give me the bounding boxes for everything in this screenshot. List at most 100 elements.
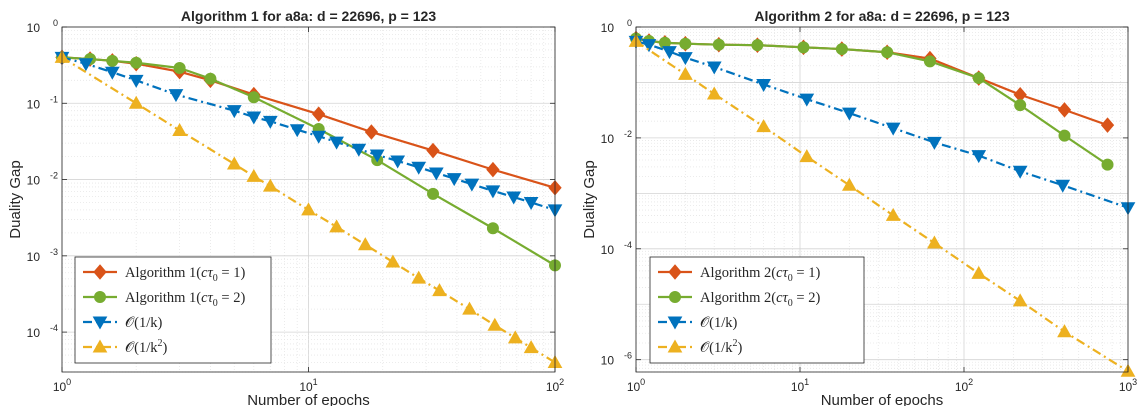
data-point [662, 46, 677, 60]
data-point [799, 93, 815, 107]
legend-box [74, 256, 272, 364]
data-point [464, 178, 480, 192]
x-tick-label: 103 [1119, 377, 1137, 394]
y-tick-label: 10 -4 [27, 323, 58, 340]
y-axis-label: Duality Gap [7, 160, 24, 238]
data-point [927, 235, 942, 249]
data-point [1012, 165, 1028, 179]
legend-box [649, 256, 865, 364]
data-point [385, 254, 401, 268]
legend-marker [667, 339, 683, 353]
y-tick-label: 10 -2 [601, 129, 632, 146]
x-tick-label: 102 [546, 377, 564, 394]
data-point [706, 86, 722, 100]
data-point [173, 62, 186, 75]
data-point [246, 168, 262, 182]
data-point [842, 107, 857, 121]
data-point [507, 330, 523, 344]
data-point [641, 39, 657, 53]
legend-entry: 𝒪(1/k) [658, 315, 737, 331]
data-point [226, 156, 242, 170]
tick-marks [61, 26, 556, 372]
legend-entry: Algorithm 2(cτ0 = 2) [658, 290, 820, 309]
data-point [301, 202, 316, 216]
legend-marker [668, 264, 682, 280]
data-point [104, 66, 120, 80]
y-tick-label: 10 0 [601, 18, 632, 35]
data-point [226, 105, 242, 119]
data-point [364, 124, 379, 140]
legend-label: Algorithm 1(cτ0 = 2) [125, 290, 245, 309]
data-point [972, 72, 985, 85]
data-point [927, 136, 942, 150]
x-tick-label: 100 [53, 377, 71, 394]
data-point [329, 136, 344, 150]
data-point [128, 74, 144, 88]
data-point [357, 237, 373, 251]
data-point [712, 38, 725, 51]
series-2 [630, 32, 1114, 171]
y-axis-label: Duality Gap [581, 160, 598, 238]
data-point [369, 149, 385, 163]
x-axis-label: Number of epochs [247, 392, 370, 406]
data-point [78, 58, 94, 72]
legend-entry: Algorithm 1(cτ0 = 1) [83, 264, 245, 284]
data-point [1057, 102, 1072, 118]
data-point [923, 55, 936, 68]
series-4 [628, 33, 1136, 377]
data-point [1101, 158, 1114, 171]
data-point [262, 115, 278, 129]
data-point [842, 177, 857, 191]
data-point [390, 155, 406, 169]
data-point [462, 301, 477, 315]
data-point [1057, 324, 1072, 338]
legend-entry: 𝒪(1/k2) [83, 338, 168, 356]
tick-marks [635, 26, 1129, 372]
data-point [446, 173, 462, 187]
data-point [1058, 129, 1071, 142]
data-point [486, 161, 500, 178]
legend: Algorithm 1(cτ0 = 1) Algorithm 1(cτ0 = 2)… [74, 256, 272, 364]
data-point [756, 119, 771, 133]
data-point [427, 187, 440, 200]
data-point [247, 91, 260, 104]
legend-label: Algorithm 1(cτ0 = 1) [125, 265, 245, 284]
legend-marker [92, 339, 108, 353]
data-point [428, 167, 444, 181]
y-tick-label: 10 -2 [27, 171, 58, 188]
data-point [311, 130, 327, 144]
legend-entry: 𝒪(1/k) [83, 315, 162, 331]
legend-label: 𝒪(1/k) [700, 315, 737, 331]
data-point [1055, 179, 1071, 193]
data-point [885, 207, 901, 221]
data-point [885, 122, 901, 136]
x-axis-label: Number of epochs [821, 392, 944, 406]
data-point [756, 78, 771, 92]
data-point [312, 106, 326, 122]
data-point [246, 111, 262, 125]
data-point [432, 283, 447, 297]
legend: Algorithm 2(cτ0 = 1) Algorithm 2(cτ0 = 2)… [649, 256, 865, 364]
legend-label: 𝒪(1/k2) [700, 338, 743, 356]
x-tick-label: 102 [955, 377, 973, 394]
legend-marker [94, 291, 106, 303]
data-point [411, 161, 427, 175]
legend-marker [669, 291, 681, 303]
data-point [706, 61, 722, 75]
data-point [485, 185, 501, 199]
data-point [881, 46, 894, 59]
data-point [487, 317, 503, 331]
data-point [329, 219, 344, 233]
data-point [751, 39, 764, 52]
data-point [971, 265, 987, 279]
data-point [797, 41, 810, 54]
y-tick-label: 10 -1 [27, 94, 58, 111]
data-point [262, 178, 278, 192]
y-tick-label: 10 -4 [601, 240, 632, 257]
legend-label: 𝒪(1/k2) [125, 338, 168, 356]
x-tick-label: 101 [791, 377, 809, 394]
data-point [172, 122, 187, 136]
chart-title: Algorithm 1 for a8a: d = 22696, p = 123 [181, 8, 436, 24]
